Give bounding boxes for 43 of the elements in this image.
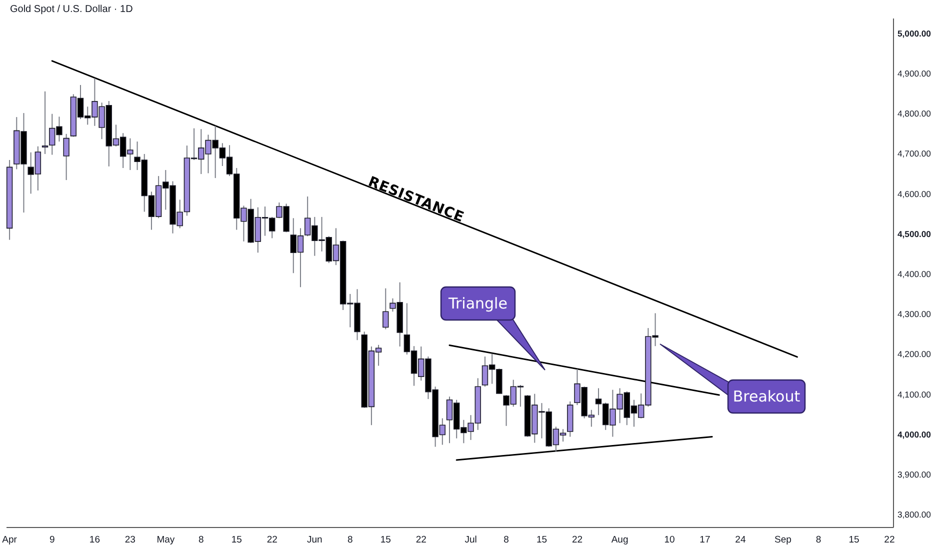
x-tick-label: Apr <box>2 534 17 546</box>
x-tick-label: 22 <box>266 534 278 546</box>
x-tick-label: 8 <box>348 534 353 546</box>
y-tick-label: 4,900.00 <box>898 68 932 78</box>
y-tick-label: 4,300.00 <box>898 309 932 320</box>
annotation: Breakout <box>732 388 800 406</box>
x-tick-label: 8 <box>816 534 822 546</box>
y-tick-label: 3,900.00 <box>898 470 932 480</box>
x-tick-label: Aug <box>611 534 628 546</box>
y-tick-label: 3,800.00 <box>898 510 932 520</box>
y-tick-label: 4,700.00 <box>898 148 932 159</box>
candlestick <box>382 288 389 330</box>
y-tick-label: 4,400.00 <box>898 269 932 280</box>
x-tick-label: 17 <box>700 534 710 546</box>
y-tick-label: 4,200.00 <box>898 349 932 360</box>
x-tick-label: May <box>156 534 175 546</box>
x-tick-label: Jul <box>464 534 477 546</box>
y-tick-label: 5,000.00 <box>898 28 932 38</box>
chart-title: Gold Spot / U.S. Dollar · 1D <box>10 4 133 15</box>
x-tick-label: 15 <box>231 534 242 546</box>
y-tick-label: 4,500.00 <box>898 228 932 239</box>
annotation: Triangle <box>448 294 508 313</box>
x-tick-label: 22 <box>884 534 895 546</box>
x-tick-label: 24 <box>735 534 746 546</box>
x-tick-label: 23 <box>124 534 136 546</box>
y-tick-label: 4,100.00 <box>898 389 932 400</box>
y-tick-label: 4,600.00 <box>898 188 932 199</box>
x-tick-label: 16 <box>89 534 100 546</box>
x-tick-label: 22 <box>416 534 426 546</box>
x-tick-label: 10 <box>664 534 675 546</box>
x-tick-label: 9 <box>49 534 55 546</box>
x-tick-label: Jun <box>307 534 322 546</box>
x-tick-label: 22 <box>572 534 583 546</box>
candlestick <box>63 133 70 181</box>
x-tick-label: 8 <box>504 534 509 546</box>
x-tick-label: 15 <box>380 534 391 546</box>
x-tick-label: 15 <box>536 534 548 546</box>
y-tick-label: 4,000.00 <box>898 429 932 440</box>
candlestick <box>42 90 48 154</box>
x-tick-label: 15 <box>848 534 860 546</box>
x-tick-label: 8 <box>198 534 204 546</box>
y-tick-label: 4,800.00 <box>898 108 932 119</box>
x-tick-label: Sep <box>774 534 792 546</box>
